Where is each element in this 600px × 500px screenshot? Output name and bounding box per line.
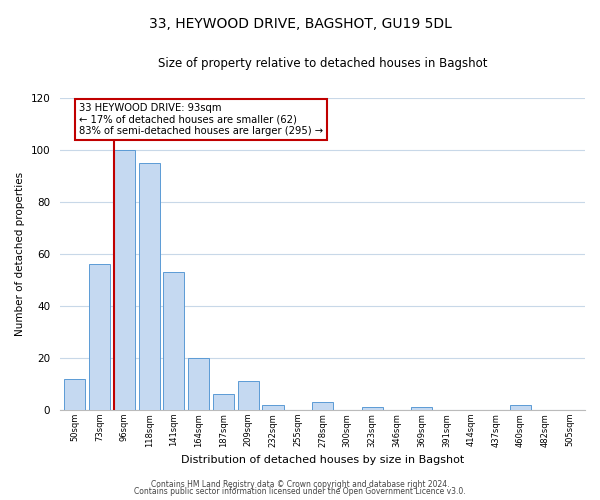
Text: 33, HEYWOOD DRIVE, BAGSHOT, GU19 5DL: 33, HEYWOOD DRIVE, BAGSHOT, GU19 5DL — [149, 18, 451, 32]
Bar — [238, 382, 259, 410]
Text: 33 HEYWOOD DRIVE: 93sqm
← 17% of detached houses are smaller (62)
83% of semi-de: 33 HEYWOOD DRIVE: 93sqm ← 17% of detache… — [79, 104, 323, 136]
Y-axis label: Number of detached properties: Number of detached properties — [15, 172, 25, 336]
Bar — [89, 264, 110, 410]
Bar — [362, 408, 383, 410]
Bar — [163, 272, 184, 410]
Bar — [510, 405, 531, 410]
Bar — [213, 394, 234, 410]
Bar — [64, 379, 85, 410]
Bar — [114, 150, 135, 410]
X-axis label: Distribution of detached houses by size in Bagshot: Distribution of detached houses by size … — [181, 455, 464, 465]
Text: Contains HM Land Registry data © Crown copyright and database right 2024.: Contains HM Land Registry data © Crown c… — [151, 480, 449, 489]
Bar — [312, 402, 333, 410]
Bar — [139, 163, 160, 410]
Bar — [411, 408, 432, 410]
Text: Contains public sector information licensed under the Open Government Licence v3: Contains public sector information licen… — [134, 488, 466, 496]
Bar — [188, 358, 209, 410]
Bar — [262, 405, 284, 410]
Title: Size of property relative to detached houses in Bagshot: Size of property relative to detached ho… — [158, 58, 487, 70]
